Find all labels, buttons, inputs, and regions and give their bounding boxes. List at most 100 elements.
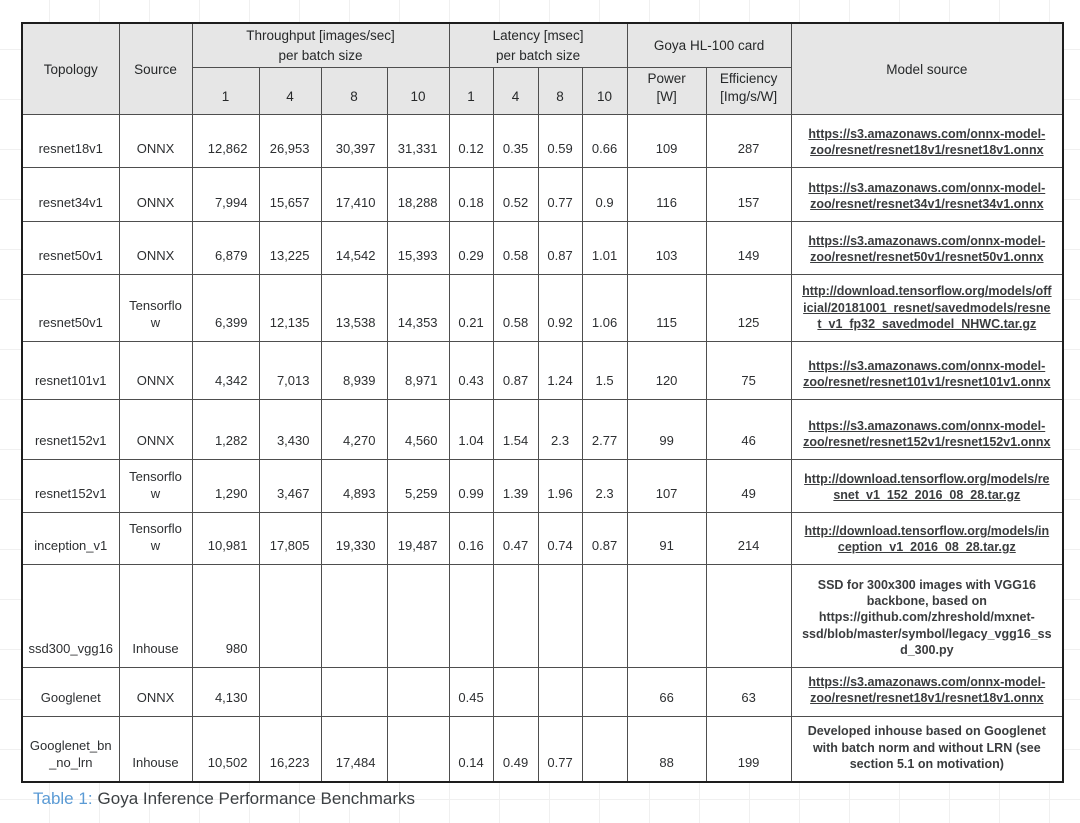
latency-cell: 1.01 [581, 221, 628, 276]
header-throughput-batch-10: 10 [386, 67, 450, 116]
latency-cell: 0.18 [448, 167, 494, 223]
header-efficiency: Efficiency [Img/s/W] [705, 67, 792, 116]
header-throughput-batch-4: 4 [258, 67, 322, 116]
power-cell [626, 564, 707, 669]
model-source-cell: http://download.tensorflow.org/models/re… [790, 459, 1064, 514]
header-throughput-group-line2: per batch size [278, 47, 363, 63]
caption-label: Table 1: [33, 789, 93, 808]
table-row: resnet34v1 ONNX 7,994 15,657 17,410 18,288 0.1… [21, 167, 1064, 223]
efficiency-cell: 157 [705, 167, 792, 223]
source-cell: Tensorflow [118, 512, 193, 566]
latency-cell [581, 564, 628, 669]
header-latency-batch-4: 4 [492, 67, 539, 116]
model-source-link[interactable]: http://download.tensorflow.org/models/re… [804, 471, 1050, 502]
topology-cell: resnet18v1 [21, 114, 120, 169]
throughput-cell: 15,393 [386, 221, 450, 276]
header-goya-group: Goya HL-100 card [626, 22, 792, 69]
latency-cell: 2.3 [537, 399, 583, 461]
model-source-link[interactable]: https://s3.amazonaws.com/onnx-model-zoo/… [803, 358, 1051, 389]
model-source-link[interactable]: http://download.tensorflow.org/models/in… [804, 523, 1050, 554]
throughput-cell: 4,893 [320, 459, 388, 514]
throughput-cell: 17,484 [320, 715, 388, 783]
header-efficiency-line1: Efficiency [719, 71, 778, 87]
latency-cell: 0.14 [448, 715, 494, 783]
efficiency-cell: 49 [705, 459, 792, 514]
model-source-link[interactable]: https://s3.amazonaws.com/onnx-model-zoo/… [808, 180, 1046, 211]
model-source-cell: SSD for 300x300 images with VGG16 backbo… [790, 564, 1064, 669]
latency-cell: 0.45 [448, 667, 494, 717]
throughput-cell: 1,290 [191, 459, 260, 514]
latency-cell: 0.29 [448, 221, 494, 276]
throughput-cell: 4,560 [386, 399, 450, 461]
model-source-link[interactable]: https://s3.amazonaws.com/onnx-model-zoo/… [803, 418, 1051, 449]
latency-cell: 0.87 [581, 512, 628, 566]
latency-cell: 0.77 [537, 715, 583, 783]
throughput-cell: 4,130 [191, 667, 260, 717]
throughput-cell: 13,538 [320, 274, 388, 343]
model-source-link[interactable]: http://download.tensorflow.org/models/of… [802, 284, 1052, 331]
latency-cell: 0.43 [448, 341, 494, 401]
efficiency-cell: 214 [705, 512, 792, 566]
throughput-cell: 12,862 [191, 114, 260, 169]
latency-cell: 1.06 [581, 274, 628, 343]
latency-cell: 1.5 [581, 341, 628, 401]
throughput-cell [386, 564, 450, 669]
power-cell: 109 [626, 114, 707, 169]
latency-cell: 2.77 [581, 399, 628, 461]
latency-cell: 0.99 [448, 459, 494, 514]
throughput-cell: 19,487 [386, 512, 450, 566]
throughput-cell [258, 564, 322, 669]
header-row-groups: Topology Source Throughput [images/sec] … [21, 22, 1064, 116]
source-cell: Inhouse [118, 564, 193, 669]
topology-cell: ssd300_vgg16 [21, 564, 120, 669]
topology-cell: inception_v1 [21, 512, 120, 566]
throughput-cell: 3,430 [258, 399, 322, 461]
throughput-cell: 10,981 [191, 512, 260, 566]
header-power: Power [W] [626, 67, 707, 116]
power-cell: 120 [626, 341, 707, 401]
header-power-line1: Power [647, 71, 686, 87]
latency-cell: 0.74 [537, 512, 583, 566]
header-model-source: Model source [790, 22, 1064, 116]
table-row: Googlenet ONNX 4,130 0.45 66 63 https://s3.ama… [21, 667, 1064, 717]
header-power-line2: [W] [656, 88, 677, 104]
latency-cell: 0.87 [492, 341, 539, 401]
source-cell: ONNX [118, 114, 193, 169]
table-row: ssd300_vgg16 Inhouse 980 SSD for 300x300 im… [21, 564, 1064, 669]
header-row-sub: 1 4 8 10 1 4 8 10 Power [W] Efficiency [… [22, 67, 1063, 116]
source-cell: Inhouse [118, 715, 193, 783]
header-latency-group-line1: Latency [msec] [492, 28, 584, 43]
model-source-link[interactable]: https://s3.amazonaws.com/onnx-model-zoo/… [808, 675, 1046, 706]
model-source-link[interactable]: https://s3.amazonaws.com/onnx-model-zoo/… [808, 126, 1046, 157]
efficiency-cell [705, 564, 792, 669]
throughput-cell: 8,939 [320, 341, 388, 401]
throughput-cell [320, 667, 388, 717]
header-throughput-group-line1: Throughput [images/sec] [246, 28, 395, 43]
table-row: Googlenet_bn_no_lrn Inhouse 10,502 16,223 17… [21, 715, 1064, 783]
throughput-cell: 17,410 [320, 167, 388, 223]
latency-cell: 1.96 [537, 459, 583, 514]
table-row: resnet50v1 Tensorflow 6,399 12,135 13,538 14,… [21, 274, 1064, 343]
table-row: resnet152v1 ONNX 1,282 3,430 4,270 4,560 1.04 1… [21, 399, 1064, 461]
latency-cell: 0.47 [492, 512, 539, 566]
power-cell: 66 [626, 667, 707, 717]
power-cell: 88 [626, 715, 707, 783]
latency-cell [492, 667, 539, 717]
throughput-cell [258, 667, 322, 717]
latency-cell [448, 564, 494, 669]
source-cell: ONNX [118, 399, 193, 461]
table-caption: Table 1: Goya Inference Performance Bench… [33, 789, 415, 809]
latency-cell: 0.58 [492, 221, 539, 276]
throughput-cell: 5,259 [386, 459, 450, 514]
power-cell: 116 [626, 167, 707, 223]
model-source-link[interactable]: https://s3.amazonaws.com/onnx-model-zoo/… [808, 233, 1046, 264]
throughput-cell [386, 667, 450, 717]
table-row: resnet101v1 ONNX 4,342 7,013 8,939 8,971 0.43 0… [21, 341, 1064, 401]
latency-cell: 0.16 [448, 512, 494, 566]
header-latency-batch-1: 1 [448, 67, 494, 116]
source-cell: ONNX [118, 221, 193, 276]
model-source-cell: https://s3.amazonaws.com/onnx-model-zoo/… [790, 341, 1064, 401]
topology-cell: resnet152v1 [21, 459, 120, 514]
throughput-cell: 1,282 [191, 399, 260, 461]
header-topology: Topology [21, 22, 120, 116]
